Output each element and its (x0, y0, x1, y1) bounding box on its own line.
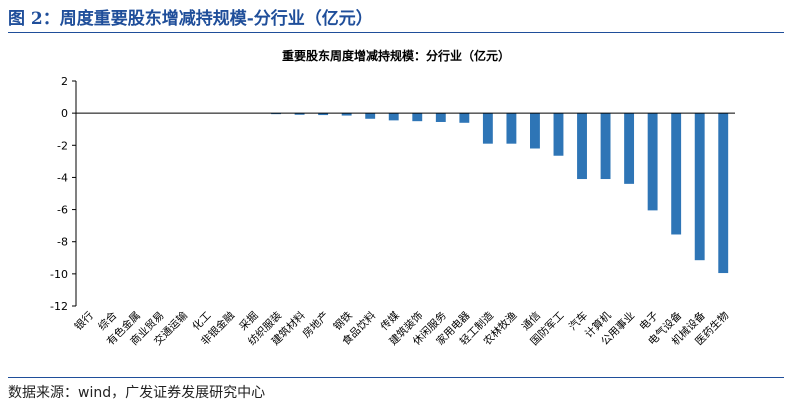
bar (718, 113, 729, 274)
bar (435, 113, 446, 122)
bars (271, 113, 729, 274)
y-tick-label: 2 (61, 75, 68, 88)
bar (647, 113, 658, 211)
bar (624, 113, 635, 184)
figure-title: 图 2：周度重要股东增减持规模-分行业（亿元） (8, 9, 373, 29)
y-tick-label: 0 (61, 107, 68, 120)
bar (365, 113, 376, 119)
bar (530, 113, 540, 149)
bar (318, 113, 329, 116)
bar (341, 113, 352, 116)
bar (577, 113, 587, 180)
x-tick-label: 房地产 (300, 309, 331, 340)
bar (294, 113, 305, 115)
y-tick-label: -4 (57, 171, 68, 184)
bar (388, 113, 399, 121)
bar (553, 113, 564, 156)
bar (482, 113, 493, 144)
y-tick-label: -10 (50, 268, 68, 281)
y-tick-label: -8 (57, 236, 68, 249)
x-tick-label: 银行 (72, 309, 96, 333)
bar-chart: 重要股东周度增减持规模：分行业（亿元） 2 0 -2 -4 -6 -8 -10 -12 银行综… (50, 48, 735, 348)
source-rule (8, 377, 784, 378)
bar (671, 113, 682, 235)
y-tick-label: -2 (57, 139, 68, 152)
y-tick-label: -12 (50, 300, 68, 313)
chart-title: 重要股东周度增减持规模：分行业（亿元） (282, 48, 510, 63)
bar (694, 113, 705, 261)
title-rule (8, 32, 784, 33)
bar (600, 113, 611, 180)
bar (506, 113, 517, 144)
y-axis: 2 0 -2 -4 -6 -8 -10 -12 (50, 75, 77, 313)
y-tick-label: -6 (57, 204, 68, 217)
bar (459, 113, 470, 123)
source-note: 数据来源：wind，广发证券发展研究中心 (8, 385, 266, 401)
bar (412, 113, 423, 122)
